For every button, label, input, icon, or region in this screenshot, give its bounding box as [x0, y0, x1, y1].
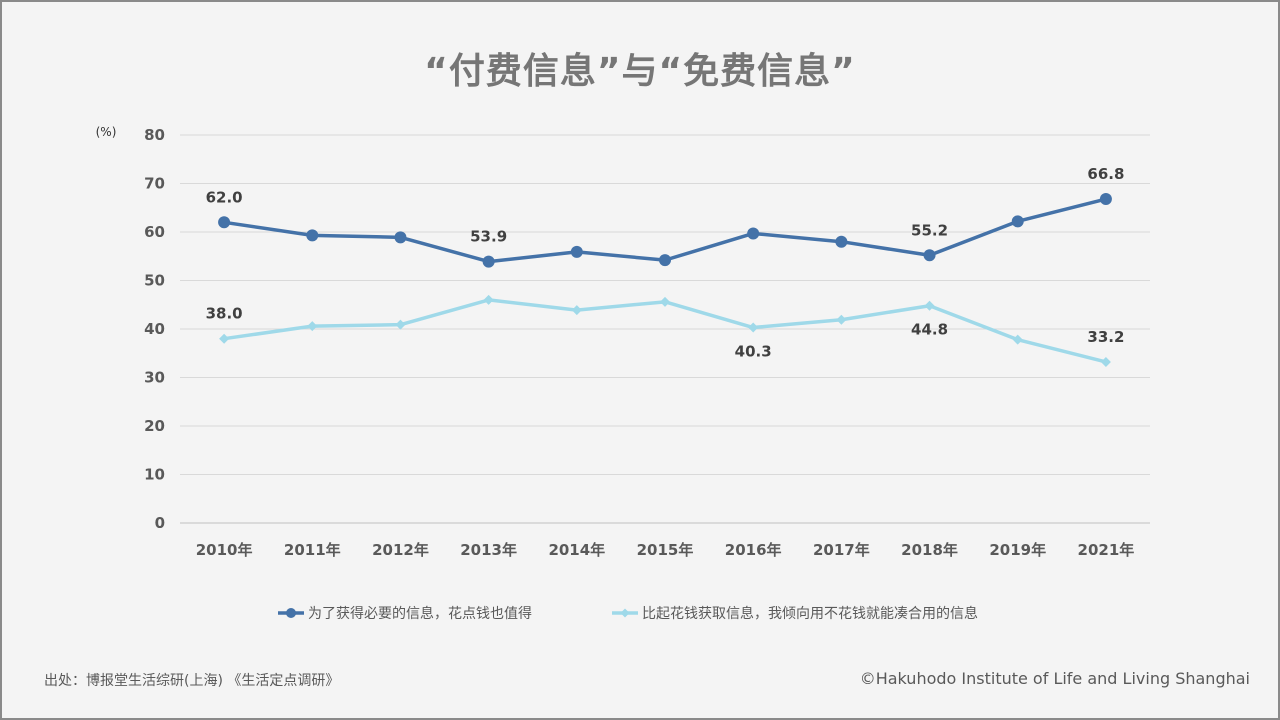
legend-label-1: 为了获得必要的信息，花点钱也值得 [308, 605, 532, 622]
legend-marker-1 [286, 608, 296, 618]
data-label: 53.9 [470, 228, 507, 246]
y-tick-label: 40 [144, 320, 165, 338]
data-labels: 62.0 53.9 55.2 66.8 38.0 40.3 44.8 33.2 [206, 165, 1125, 361]
data-point [924, 300, 935, 311]
data-point [748, 322, 759, 333]
data-label: 66.8 [1087, 165, 1124, 183]
y-tick-label: 50 [144, 272, 165, 290]
data-point [570, 245, 583, 258]
data-point [482, 255, 495, 268]
chart-legend: 为了获得必要的信息，花点钱也值得 比起花钱获取信息，我倾向用不花钱就能凑合用的信息 [278, 605, 978, 622]
data-point [660, 296, 670, 307]
data-point [836, 314, 847, 325]
data-label: 62.0 [206, 188, 243, 206]
series-markers [218, 193, 1112, 367]
y-tick-label: 70 [144, 175, 165, 193]
data-point [394, 231, 407, 244]
data-point [1100, 356, 1111, 367]
copyright-note: ©Hakuhodo Institute of Life and Living S… [859, 669, 1250, 688]
x-tick-label: 2019年 [989, 541, 1046, 559]
data-point [218, 216, 231, 229]
data-label: 33.2 [1087, 328, 1124, 346]
x-axis-ticks: 2010年 2011年 2012年 2013年 2014年 2015年 2016年 2017年… [196, 541, 1135, 559]
data-label: 44.8 [911, 321, 948, 339]
data-point [835, 235, 848, 248]
data-label: 38.0 [206, 305, 243, 323]
x-tick-label: 2010年 [196, 541, 253, 559]
x-tick-label: 2016年 [725, 541, 782, 559]
y-tick-label: 30 [144, 369, 165, 387]
series-line-2 [223, 298, 1107, 364]
data-point [306, 229, 319, 242]
y-tick-label: 20 [144, 417, 165, 435]
data-label: 55.2 [911, 221, 948, 239]
data-point [307, 321, 318, 332]
data-point [1012, 334, 1023, 345]
data-point [483, 294, 494, 305]
data-label: 40.3 [735, 343, 772, 361]
y-tick-label: 0 [155, 514, 165, 532]
x-tick-label: 2011年 [284, 541, 341, 559]
gridlines [180, 134, 1150, 524]
series-line-1 [223, 197, 1107, 264]
x-tick-label: 2015年 [637, 541, 694, 559]
source-note: 出处：博报堂生活综研(上海) 《生活定点调研》 [44, 673, 340, 689]
x-tick-label: 2021年 [1078, 541, 1135, 559]
data-point [1099, 193, 1112, 206]
legend-label-2: 比起花钱获取信息，我倾向用不花钱就能凑合用的信息 [642, 605, 978, 622]
data-point [659, 254, 671, 267]
x-tick-label: 2017年 [813, 541, 870, 559]
data-point [923, 249, 936, 262]
data-point [219, 333, 230, 344]
y-tick-label: 60 [144, 223, 165, 241]
data-point [747, 227, 760, 240]
y-tick-label: 10 [144, 466, 165, 484]
legend-marker-2 [620, 608, 630, 618]
y-axis-unit: (%) [96, 125, 117, 139]
x-tick-label: 2013年 [460, 541, 517, 559]
x-tick-label: 2014年 [548, 541, 605, 559]
data-point [571, 305, 582, 316]
y-tick-label: 80 [144, 126, 165, 144]
x-tick-label: 2012年 [372, 541, 429, 559]
chart-title: “付费信息”与“免费信息” [424, 51, 856, 92]
y-axis-ticks: 0 10 20 30 40 50 60 70 80 [144, 126, 165, 532]
data-point [395, 319, 406, 330]
data-point [1011, 215, 1024, 228]
x-tick-label: 2018年 [901, 541, 958, 559]
